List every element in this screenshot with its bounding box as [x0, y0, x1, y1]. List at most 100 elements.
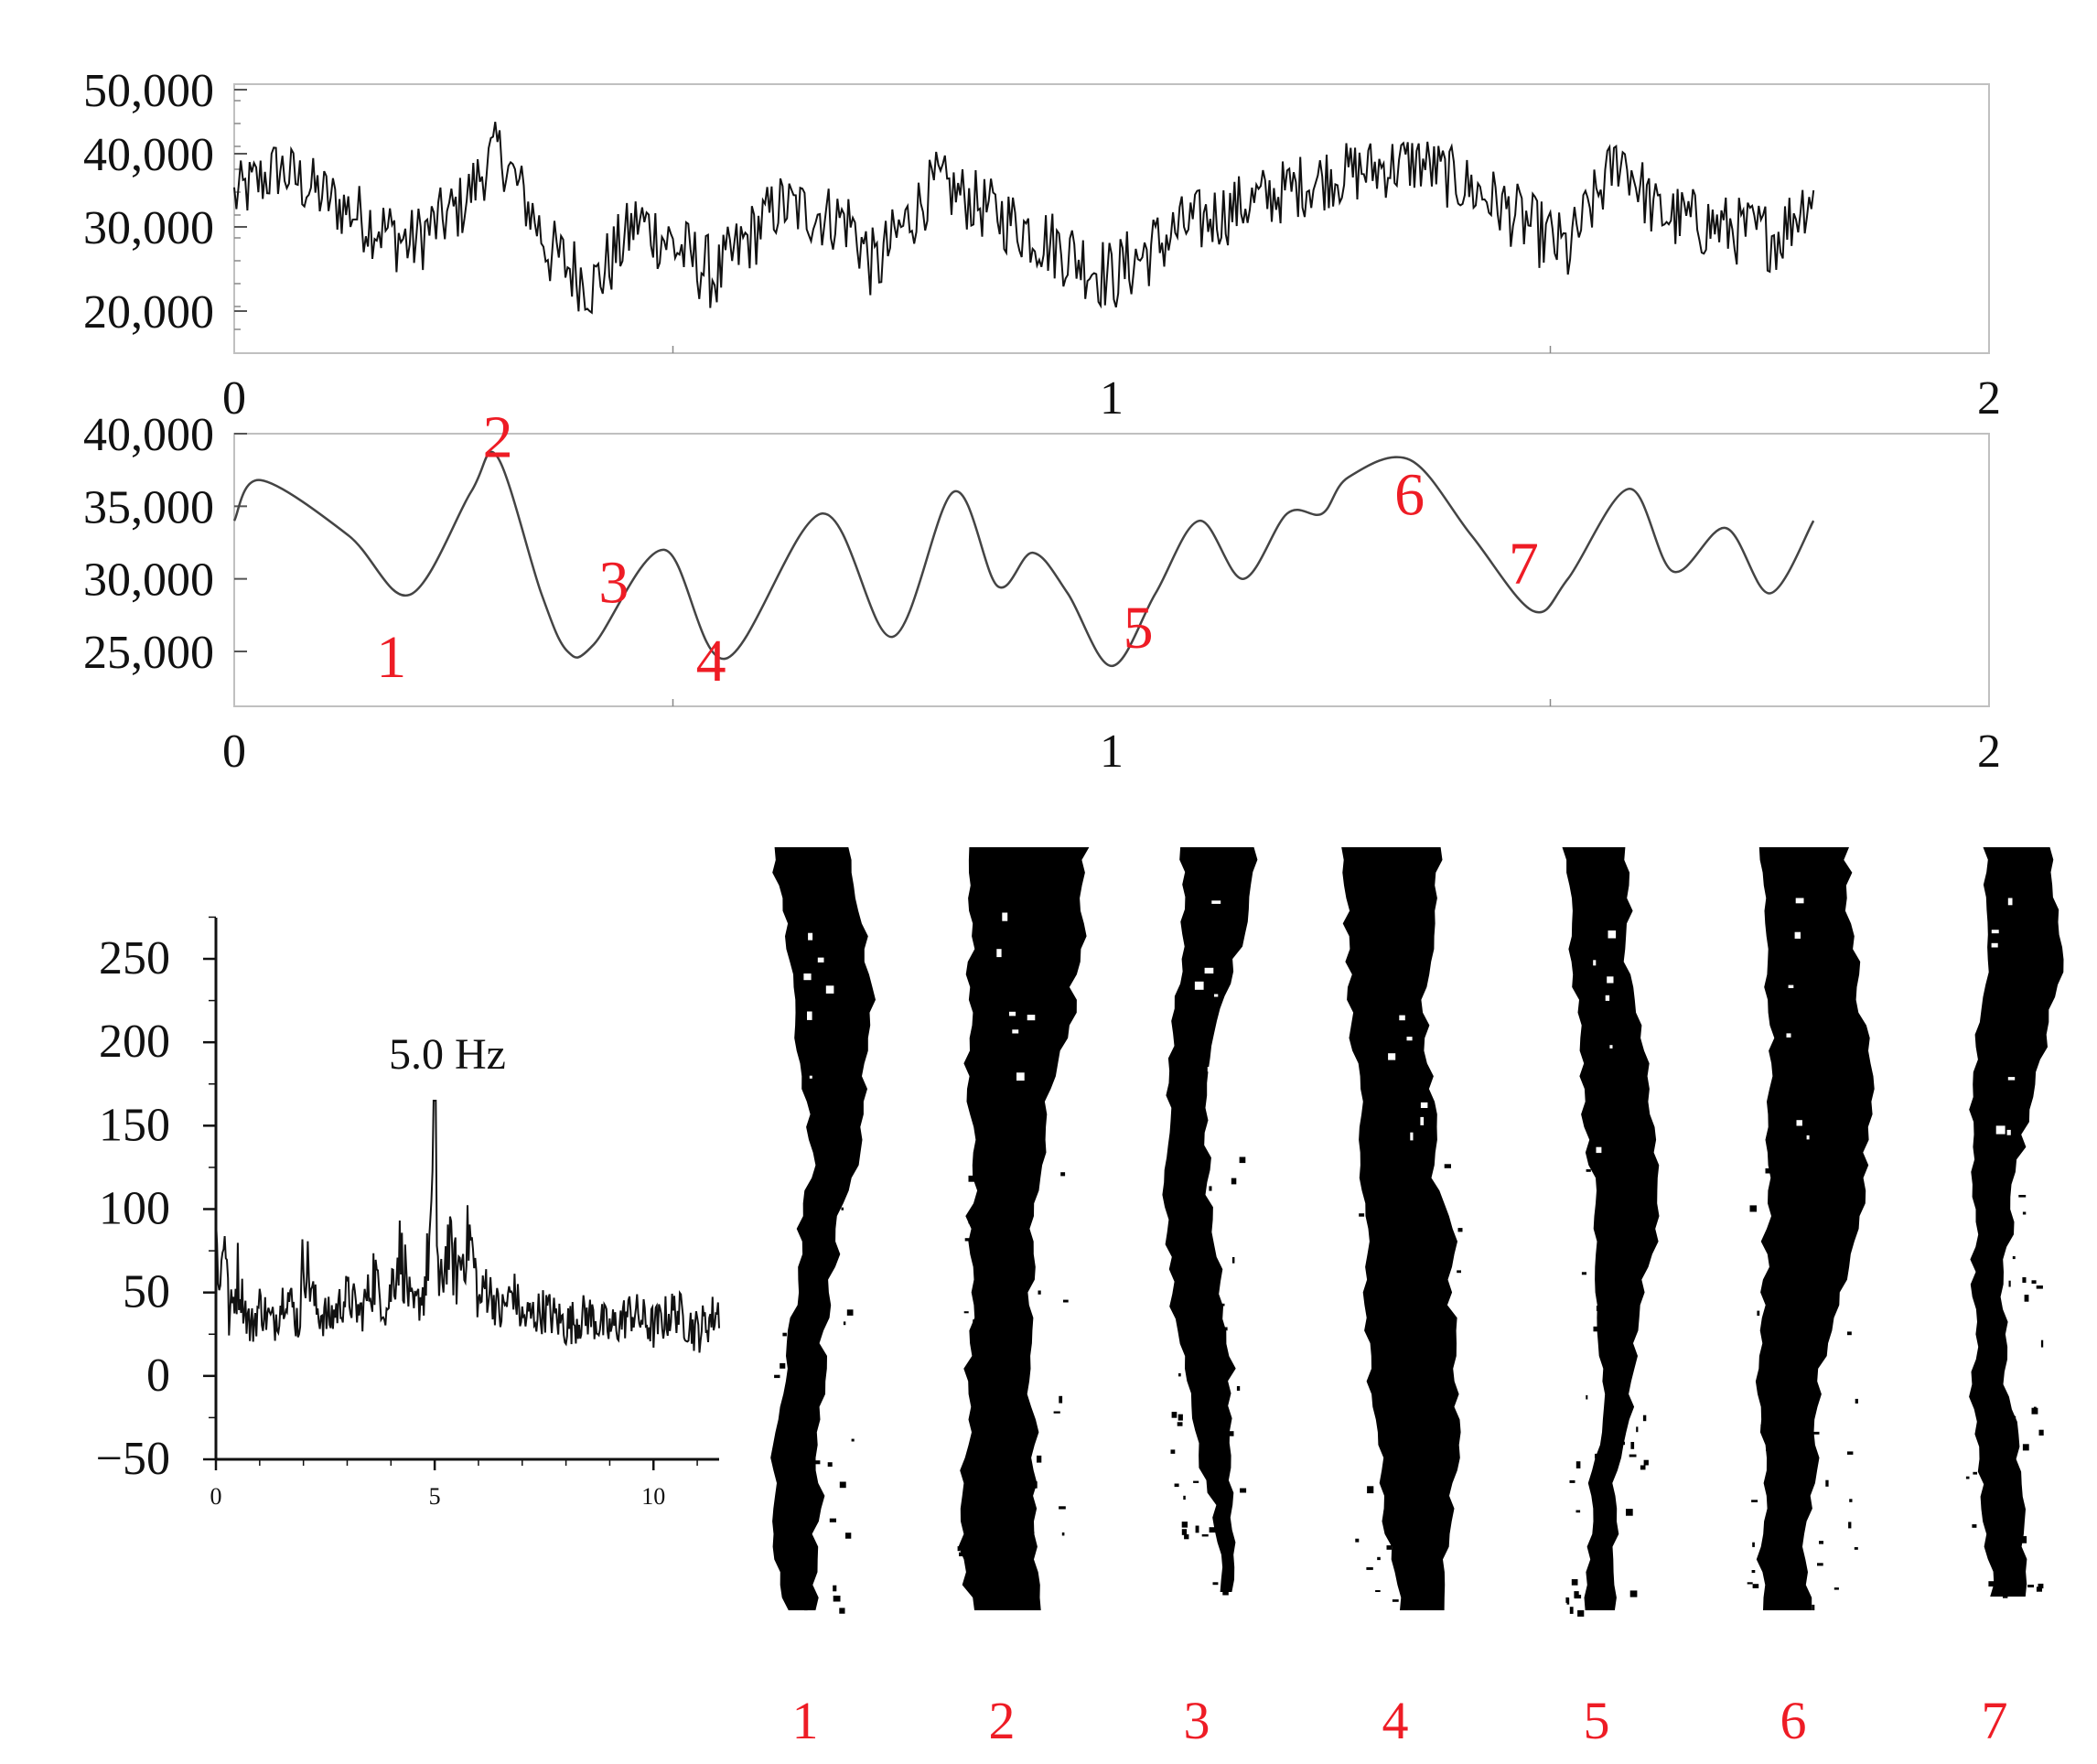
frame-image-speckle [2027, 1585, 2034, 1587]
annotation-3: 3 [598, 550, 629, 617]
frame-image-speckle [798, 1508, 805, 1514]
frame-image-speckle [782, 1332, 787, 1337]
frame-image-speckle [2031, 1407, 2038, 1414]
frame-image-speckle [1809, 1320, 1812, 1325]
frame-image-speckle [1373, 1319, 1378, 1324]
frame-image-speckle [1359, 1213, 1365, 1217]
frame-image-speckle [2031, 1280, 2037, 1284]
frame-image-6 [1755, 847, 1875, 1610]
annotation-2: 2 [483, 403, 513, 470]
frame-image-speckle [1828, 1260, 1832, 1264]
frame-image-speckle [2021, 1535, 2027, 1544]
frame-image-speckle [2040, 1339, 2044, 1348]
frame-image-speckle [1616, 1246, 1622, 1253]
frame-image-speckle [1222, 1589, 1229, 1596]
frame-image-speckle [1005, 1171, 1012, 1174]
frame-image-speckle [1642, 1414, 1647, 1422]
frame-image-speckle [1773, 1307, 1780, 1309]
frame-image-speckle [1020, 1421, 1025, 1424]
frame-image-speckle [1027, 1532, 1035, 1535]
frame-image-speckle [795, 1373, 798, 1377]
smoothed-signal-line [232, 450, 1815, 668]
frame-image-speckle [1207, 1322, 1215, 1328]
frame-image-speckle [779, 1488, 786, 1490]
frame-image-speckle [986, 1399, 995, 1404]
frame-image-hole [1991, 942, 1998, 948]
frame-image-hole [1788, 984, 1794, 988]
frame-image-speckle [2038, 1429, 2044, 1436]
frame-image-speckle [1387, 1497, 1393, 1504]
frame-image-speckle [1625, 1219, 1629, 1226]
frame-image-speckle [806, 1412, 811, 1420]
frame-image-speckle [1223, 1327, 1228, 1331]
frame-image-speckle [806, 1543, 811, 1548]
frame-image-speckle [1566, 1597, 1570, 1605]
frame-image-hole [1207, 1067, 1212, 1072]
frame-image-label-6: 6 [1780, 1691, 1807, 1750]
frame-image-speckle [1375, 1590, 1381, 1592]
frame-image-speckle [1239, 1156, 1246, 1164]
frame-image-speckle [1639, 1217, 1646, 1221]
frame-image-speckle [1170, 1449, 1176, 1454]
frame-image-hole [1795, 898, 1804, 904]
frame-image-speckle [1222, 1352, 1225, 1355]
frame-image-hole [1207, 1121, 1210, 1125]
frame-image-speckle [1980, 1275, 1987, 1279]
frame-image-speckle [1415, 1328, 1421, 1332]
frame-image-speckle [2009, 1469, 2013, 1475]
spectrum-x-ticks: 0 5 10 [210, 1459, 698, 1510]
frame-image-speckle [1607, 1465, 1610, 1470]
frame-image-hole [1596, 1146, 1602, 1154]
frame-image-speckle [1201, 1533, 1209, 1537]
frame-image-speckle [1174, 1483, 1179, 1488]
frame-image-speckle [1431, 1194, 1437, 1198]
frame-image-speckle [1457, 1270, 1461, 1274]
frame-image-speckle [1965, 1476, 1970, 1479]
frame-image-hole [1016, 1072, 1025, 1081]
frame-image-speckle [2017, 1471, 2020, 1477]
frame-image-speckle [1618, 1392, 1622, 1399]
frame-image-hole [1211, 900, 1221, 904]
frame-image-speckle [2036, 1587, 2042, 1592]
frame-image-hole [1991, 930, 1999, 934]
frame-image-speckle [1186, 1146, 1191, 1152]
frame-image-speckle [1024, 1545, 1027, 1552]
frame-image-speckle [1640, 1465, 1646, 1470]
frame-image-speckle [790, 1350, 797, 1353]
annotation-4: 4 [696, 628, 726, 694]
frame-image-speckle [1640, 1202, 1647, 1210]
frame-image-speckle [839, 1481, 846, 1489]
frame-image-speckle [1386, 1545, 1393, 1550]
spectrum-plot [215, 1100, 720, 1353]
raw-signal-y-ticks: 50,000 40,000 30,000 20,000 [83, 65, 247, 339]
raw-signal-frame [233, 83, 1990, 354]
frame-image-speckle [1016, 1363, 1022, 1368]
frame-image-hole [1406, 1037, 1413, 1041]
frame-image-speckle [964, 1238, 970, 1242]
frame-image-speckle [1747, 1582, 1753, 1585]
frame-image-speckle [1184, 1198, 1187, 1201]
frame-image-speckle [1751, 1500, 1758, 1502]
frame-image-hole [1420, 1116, 1425, 1125]
spectrum-y-tick-label: 0 [146, 1350, 170, 1402]
frame-image-speckle [801, 1428, 809, 1436]
frame-image-label-3: 3 [1184, 1691, 1210, 1750]
frame-image-speckle [2009, 1585, 2015, 1590]
frame-image-speckle [1981, 1253, 1987, 1255]
frame-image-speckle [833, 1585, 837, 1592]
frame-image-speckle [1199, 1421, 1203, 1425]
frame-image-speckle [1174, 1151, 1178, 1156]
frame-image-speckle [1749, 1205, 1757, 1212]
frame-image-speckle [1752, 1584, 1759, 1588]
frame-image-speckle [1760, 1425, 1769, 1429]
raw-signal-plot [233, 122, 1815, 315]
frame-image-speckle [1977, 1171, 1982, 1179]
spectrum-y-tick-label: 50 [123, 1266, 170, 1318]
frame-image-speckle [1404, 1203, 1411, 1210]
frame-image-speckle [797, 1358, 803, 1361]
frame-image-speckle [1574, 1591, 1579, 1598]
frame-image-speckle [987, 1446, 994, 1453]
frame-image-speckle [851, 1438, 855, 1442]
frame-image-speckle [1999, 1530, 2003, 1533]
spectrum-peak-label: 5.0 Hz [389, 1030, 506, 1079]
